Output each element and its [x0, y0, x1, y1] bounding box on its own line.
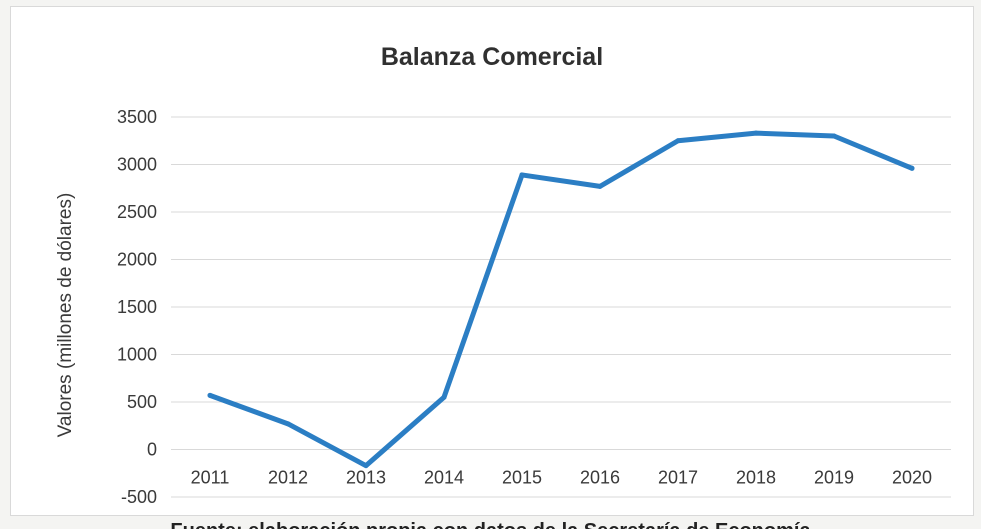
y-axis-ticks: 3500 3000 2500 2000 1500 1000 500 0 -500: [117, 107, 157, 507]
y-tick-label: 0: [147, 440, 157, 460]
y-tick-label: 1500: [117, 297, 157, 317]
data-point: [285, 421, 291, 427]
x-tick-label: 2018: [736, 468, 776, 488]
data-point: [519, 172, 525, 178]
data-point: [831, 133, 837, 139]
y-tick-label: 2500: [117, 202, 157, 222]
x-tick-label: 2017: [658, 468, 698, 488]
x-tick-label: 2013: [346, 468, 386, 488]
series-group: [207, 130, 915, 469]
y-tick-label: -500: [121, 487, 157, 507]
chart-area: Balanza Comercial Valores (millones de d…: [10, 6, 974, 516]
x-tick-label: 2019: [814, 468, 854, 488]
y-tick-label: 500: [127, 392, 157, 412]
x-tick-label: 2016: [580, 468, 620, 488]
data-point: [363, 463, 369, 469]
gridlines: [171, 116, 951, 498]
data-point: [441, 394, 447, 400]
line-chart: Balanza Comercial Valores (millones de d…: [55, 43, 951, 507]
series-line: [207, 130, 915, 469]
chart-title: Balanza Comercial: [381, 43, 603, 71]
data-point: [753, 130, 759, 136]
y-tick-label: 1000: [117, 345, 157, 365]
data-point: [207, 392, 213, 398]
x-tick-label: 2011: [191, 468, 230, 488]
x-tick-label: 2012: [268, 468, 308, 488]
y-tick-label: 3500: [117, 107, 157, 127]
source-caption: Fuente: elaboración propia con datos de …: [0, 516, 981, 529]
y-tick-label: 2000: [117, 250, 157, 270]
x-tick-label: 2015: [502, 468, 542, 488]
x-tick-label: 2020: [892, 468, 932, 488]
y-tick-label: 3000: [117, 155, 157, 175]
x-axis-ticks: 2011 2012 2013 2014 2015 2016 2017 2018 2019 2020: [191, 468, 932, 488]
data-point: [597, 183, 603, 189]
y-axis-label: Valores (millones de dólares): [55, 193, 76, 438]
x-tick-label: 2014: [424, 468, 464, 488]
data-point: [675, 138, 681, 144]
data-point: [909, 165, 915, 171]
